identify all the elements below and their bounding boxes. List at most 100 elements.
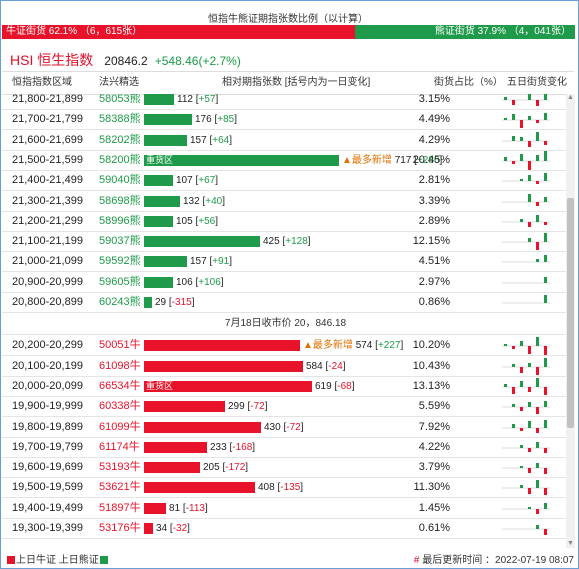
- bear-ratio-segment: 熊证街货 37.9% （4，041张）: [355, 25, 575, 39]
- five-day-sparkline: [502, 293, 550, 312]
- sparkline-bar: [536, 242, 539, 251]
- table-row[interactable]: 21,200-21,299 58996熊 105 [+56] 2.89%: [2, 212, 569, 232]
- table-row[interactable]: 21,300-21,399 58698熊 132 [+40] 3.39%: [2, 192, 569, 212]
- sparkline-bar: [536, 120, 539, 124]
- header-pct: 街货占比（%）: [434, 77, 503, 88]
- table-row[interactable]: 19,300-19,399 53176牛 34 [-32] 0.61%: [2, 519, 569, 539]
- contracts-count: 176: [195, 114, 212, 126]
- five-day-sparkline: [502, 397, 550, 416]
- contracts-label: 176 [+85]: [195, 114, 237, 126]
- five-day-sparkline: [502, 171, 550, 190]
- sparkline-bar: [528, 447, 531, 452]
- table-row[interactable]: 21,800-21,899 58053熊 112 [+57] 3.15%: [2, 94, 569, 110]
- cbbc-table-body[interactable]: 21,800-21,899 58053熊 112 [+57] 3.15% 21,700-…: [2, 94, 569, 548]
- contracts-label: 425 [+128]: [263, 236, 311, 248]
- sparkline-bar: [544, 255, 547, 263]
- contracts-count: 81: [169, 502, 181, 514]
- scroll-thumb[interactable]: [567, 198, 574, 428]
- price-range: 20,800-20,899: [12, 296, 83, 308]
- hsi-summary: HSI 恒生指数 20846.2 +548.46(+2.7%): [10, 50, 241, 70]
- outstanding-pct-value: 4.22%: [418, 440, 450, 453]
- contracts-label: 157 [+91]: [190, 256, 232, 268]
- table-row[interactable]: 19,600-19,699 53193牛 205 [-172] 3.79%: [2, 458, 569, 479]
- daily-change: -315: [171, 297, 192, 308]
- contracts-label: 205 [-172]: [203, 462, 249, 474]
- contracts-count: 107: [176, 175, 193, 187]
- contracts-label: 34 [-32]: [156, 523, 190, 534]
- table-row[interactable]: 19,800-19,899 61099牛 430 [-72] 7.92%: [2, 418, 569, 438]
- warrant-code-link[interactable]: 61098牛: [99, 359, 141, 372]
- sparkline-bar: [544, 295, 547, 303]
- table-row[interactable]: 21,000-21,099 59592熊 157 [+91] 4.51%: [2, 252, 569, 273]
- warrant-code-link[interactable]: 53176牛: [99, 522, 141, 534]
- table-row[interactable]: 20,000-20,099 66534牛 重货区 619 [-68] 13.13%: [2, 377, 569, 397]
- outstanding-pct-value: 0.61%: [418, 522, 450, 534]
- warrant-code-link[interactable]: 58202熊: [99, 133, 141, 146]
- warrant-code-link[interactable]: 61099牛: [99, 420, 141, 433]
- sparkline-bar: [512, 100, 515, 105]
- table-row[interactable]: 21,400-21,499 59040熊 107 [+67] 2.81%: [2, 171, 569, 192]
- price-range: 20,900-20,999: [12, 275, 83, 288]
- warrant-code-link[interactable]: 59592熊: [99, 255, 141, 268]
- sparkline-bar: [536, 480, 539, 489]
- scroll-down-arrow-icon[interactable]: ▼: [567, 540, 574, 547]
- contracts-bar: [144, 175, 173, 187]
- legend-bull-label: 上日牛证: [16, 555, 56, 566]
- table-row[interactable]: 19,900-19,999 60338牛 299 [-72] 5.59%: [2, 397, 569, 418]
- contracts-count: 105: [176, 215, 193, 227]
- table-row[interactable]: 21,700-21,799 58388熊 176 [+85] 4.49%: [2, 110, 569, 131]
- table-row[interactable]: 19,400-19,499 51897牛 81 [-113] 1.45%: [2, 499, 569, 519]
- warrant-code-link[interactable]: 58996熊: [99, 214, 141, 227]
- sparkline-bar: [544, 140, 547, 145]
- scroll-up-arrow-icon[interactable]: ▲: [567, 94, 574, 101]
- warrant-code-link[interactable]: 61174牛: [99, 440, 140, 453]
- outstanding-pct-value: 10.20%: [412, 339, 450, 352]
- table-row[interactable]: 21,600-21,699 58202熊 157 [+64] 4.29%: [2, 131, 569, 151]
- contracts-label: 105 [+56]: [176, 215, 218, 227]
- warrant-code-link[interactable]: 59605熊: [99, 275, 141, 288]
- legend-bull-swatch: [7, 556, 15, 565]
- warrant-code-link[interactable]: 66534牛: [99, 379, 141, 392]
- contracts-bar: [144, 401, 225, 413]
- five-day-sparkline: [502, 192, 550, 211]
- daily-change: +91: [212, 256, 230, 268]
- warrant-code-link[interactable]: 59040熊: [99, 174, 141, 187]
- warrant-code-link[interactable]: 59037熊: [99, 235, 141, 248]
- daily-change: -32: [172, 523, 188, 534]
- warrant-code-link[interactable]: 58053熊: [99, 94, 141, 105]
- contracts-bar: [144, 94, 174, 105]
- warrant-code-link[interactable]: 58200熊: [99, 153, 141, 166]
- scrollbar[interactable]: ▲ ▼: [566, 94, 575, 548]
- sparkline-bar: [520, 153, 523, 161]
- contracts-label: 107 [+67]: [176, 175, 218, 187]
- sparkline-bar: [536, 100, 539, 106]
- warrant-code-link[interactable]: 53193牛: [99, 461, 141, 474]
- warrant-code-link[interactable]: 51897牛: [99, 501, 141, 514]
- warrant-code-link[interactable]: 58698熊: [99, 194, 141, 207]
- table-row[interactable]: 20,800-20,899 60243熊 29 [-315] 0.86%: [2, 293, 569, 313]
- table-row[interactable]: 20,900-20,999 59605熊 106 [+106] 2.97%: [2, 273, 569, 293]
- footer: 上日牛证 上日熊证 # 最后更新时间 ：2022-07-19 08:07: [2, 549, 574, 566]
- table-row[interactable]: 20,100-20,199 61098牛 584 [-24] 10.43%: [2, 357, 569, 377]
- outstanding-pct-value: 4.49%: [418, 113, 450, 126]
- sparkline-bar: [528, 116, 531, 121]
- table-row[interactable]: 21,500-21,599 58200熊 重货区 ▲最多新增 717 [+286] 20…: [2, 150, 569, 171]
- warrant-code-link[interactable]: 58388熊: [99, 113, 141, 126]
- price-range: 19,900-19,999: [12, 400, 83, 413]
- table-row[interactable]: 21,100-21,199 59037熊 425 [+128] 12.15%: [2, 232, 569, 253]
- table-row[interactable]: 19,700-19,799 61174牛 233 [-168] 4.22%: [2, 438, 569, 458]
- warrant-code-link[interactable]: 50051牛: [99, 339, 141, 352]
- daily-change: -172: [225, 462, 246, 474]
- outstanding-pct-value: 2.89%: [418, 214, 450, 227]
- sparkline-bar: [528, 488, 531, 495]
- contracts-bar: [144, 195, 180, 207]
- outstanding-pct-value: 5.59%: [418, 400, 450, 413]
- five-day-sparkline: [502, 232, 550, 251]
- table-row[interactable]: 20,200-20,299 50051牛 ▲最多新增 574 [+227] 10.20…: [2, 336, 569, 357]
- bull-bear-ratio-bar: 牛证街货 62.1% （6，615张） 熊证街货 37.9% （4，041张）: [2, 25, 575, 39]
- table-row[interactable]: 19,500-19,599 53621牛 408 [-135] 11.30%: [2, 478, 569, 499]
- outstanding-pct-value: 7.92%: [418, 420, 450, 433]
- warrant-code-link[interactable]: 60338牛: [99, 400, 141, 413]
- warrant-code-link[interactable]: 60243熊: [99, 296, 141, 308]
- warrant-code-link[interactable]: 53621牛: [99, 481, 141, 494]
